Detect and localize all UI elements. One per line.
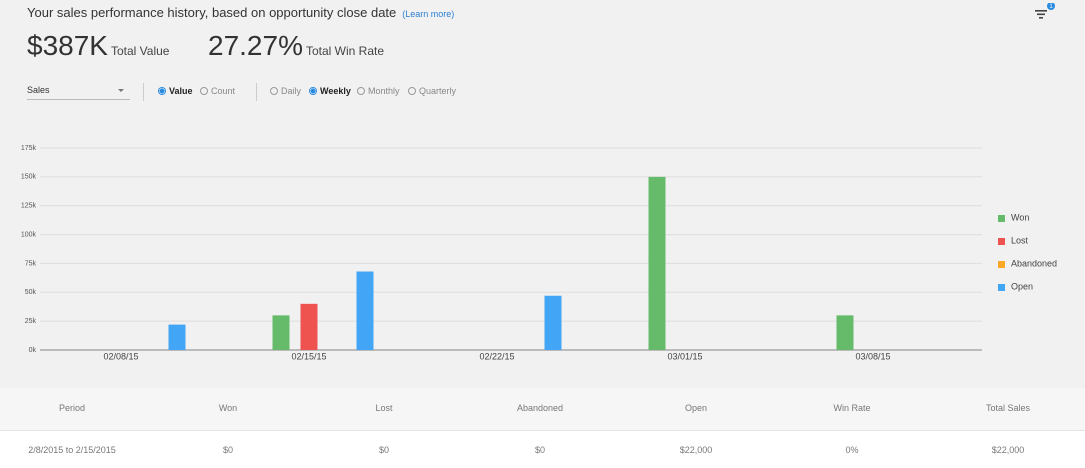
stat-value: 27.27% [208, 30, 303, 61]
header: Your sales performance history, based on… [27, 5, 454, 20]
y-tick-label: 100k [21, 231, 37, 238]
stat: 27.27% Total Win Rate [208, 30, 384, 62]
dropdown[interactable]: Sales [27, 85, 130, 100]
column-header: Lost [375, 403, 393, 413]
x-tick-label: 02/22/15 [479, 351, 514, 361]
y-tick-label: 125k [21, 203, 37, 210]
bar [300, 303, 318, 350]
radio-option[interactable]: Value [158, 86, 193, 96]
radio-dot [270, 87, 278, 95]
legend-label: Open [1011, 281, 1033, 291]
bar [356, 271, 374, 350]
bar [168, 324, 186, 350]
filter-icon: 1 [1035, 2, 1055, 19]
radio-option[interactable]: Weekly [309, 86, 351, 96]
legend-label: Won [1011, 212, 1029, 222]
legend-label: Lost [1011, 235, 1029, 245]
radio-label: Count [211, 86, 236, 96]
legend-swatch [998, 284, 1005, 291]
radio-dot [309, 87, 317, 95]
y-tick-label: 75k [25, 260, 37, 267]
stat-label: Total Value [110, 44, 170, 58]
radio-option[interactable]: Count [200, 86, 235, 96]
chart: 0k 25k 50k 75k 100k 125k 150k 175k 02/08/15 02/15… [21, 145, 1057, 362]
x-tick-label: 02/08/15 [103, 351, 138, 361]
column-header: Total Sales [985, 403, 1031, 413]
radio-option[interactable]: Daily [270, 86, 301, 96]
y-tick-label: 0k [29, 347, 37, 354]
bar [836, 315, 854, 350]
separator [256, 83, 257, 101]
column-header: Open [684, 403, 708, 413]
x-tick-label: 03/08/15 [855, 351, 890, 361]
column-header: Win Rate [833, 403, 871, 413]
table-cell: $0 [378, 445, 390, 455]
table-cell: $22,000 [679, 445, 713, 455]
table-cell: $0 [534, 445, 546, 455]
y-tick-label: 175k [21, 145, 37, 152]
stat-label: Total Win Rate [305, 44, 384, 58]
radio-dot [357, 87, 365, 95]
x-tick-label: 02/15/15 [291, 351, 326, 361]
y-tick-label: 25k [25, 318, 37, 325]
radio-label: Weekly [320, 86, 351, 96]
y-tick-label: 50k [25, 289, 37, 296]
legend-swatch [998, 215, 1005, 222]
radio-label: Daily [281, 86, 302, 96]
table-cell: 0% [845, 445, 859, 455]
column-header: Won [218, 403, 238, 413]
radio-option[interactable]: Monthly [357, 86, 400, 96]
bar [544, 295, 562, 350]
legend-label: Abandoned [1011, 258, 1057, 268]
radio-label: Value [169, 86, 193, 96]
filter-button[interactable]: 1 [1033, 2, 1061, 28]
bar [272, 315, 290, 350]
column-header: Period [58, 403, 86, 413]
radio-dot [200, 87, 208, 95]
table-cell: $22,000 [991, 445, 1025, 455]
stat-value: $387K [27, 30, 108, 61]
radio-label: Monthly [368, 86, 400, 96]
separator [143, 83, 144, 101]
filter-count: 1 [1049, 4, 1053, 10]
x-tick-label: 03/01/15 [667, 351, 702, 361]
column-header: Abandoned [516, 403, 564, 413]
y-tick-label: 150k [21, 174, 37, 181]
radio-label: Quarterly [419, 86, 457, 96]
table-header [0, 388, 1085, 431]
table-cell: 2/8/2015 to 2/15/2015 [28, 445, 116, 455]
radio-option[interactable]: Quarterly [408, 86, 456, 96]
stat: $387K Total Value [27, 30, 169, 62]
page-title: Your sales performance history, based on… [27, 5, 397, 20]
learn-more-link[interactable]: (Learn more) [402, 9, 455, 19]
table-cell: $0 [222, 445, 234, 455]
legend-swatch [998, 261, 1005, 268]
dropdown-value: Sales [27, 85, 50, 95]
legend-swatch [998, 238, 1005, 245]
radio-dot [158, 87, 166, 95]
radio-dot [408, 87, 416, 95]
bar [648, 176, 666, 350]
